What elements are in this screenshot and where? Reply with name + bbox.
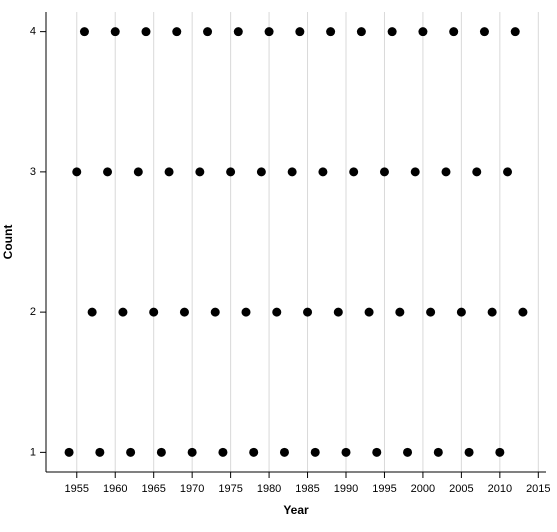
point (410, 167, 420, 177)
x-tick-label: 2000 (411, 483, 435, 495)
point (472, 167, 482, 177)
y-tick-label: 4 (30, 26, 36, 38)
point (126, 447, 136, 457)
y-tick-label: 1 (30, 446, 36, 458)
x-tick-label: 1975 (218, 483, 242, 495)
point (72, 167, 82, 177)
x-tick-label: 1985 (295, 483, 319, 495)
point (364, 307, 374, 317)
point (218, 447, 228, 457)
point (256, 167, 266, 177)
point (287, 167, 297, 177)
y-axis-title: Count (1, 225, 15, 260)
x-tick-label: 2015 (526, 483, 550, 495)
point (379, 167, 389, 177)
point (449, 27, 459, 37)
point (195, 167, 205, 177)
x-tick-label: 1995 (372, 483, 396, 495)
x-tick-label: 1990 (334, 483, 358, 495)
point (333, 307, 343, 317)
point (226, 167, 236, 177)
point (141, 27, 151, 37)
point (249, 447, 259, 457)
point (479, 27, 489, 37)
y-tick-label: 2 (30, 306, 36, 318)
point (264, 27, 274, 37)
point (310, 447, 320, 457)
point (495, 447, 505, 457)
point (172, 27, 182, 37)
point (387, 27, 397, 37)
point (456, 307, 466, 317)
x-axis-title: Year (283, 503, 309, 517)
x-tick-label: 1960 (103, 483, 127, 495)
point (372, 447, 382, 457)
x-tick-label: 1970 (180, 483, 204, 495)
point (241, 307, 251, 317)
point (233, 27, 243, 37)
point (156, 447, 166, 457)
point (464, 447, 474, 457)
x-tick-label: 1955 (65, 483, 89, 495)
point (110, 27, 120, 37)
point (64, 447, 74, 457)
point (518, 307, 528, 317)
point (203, 27, 213, 37)
point (103, 167, 113, 177)
point (510, 27, 520, 37)
point (326, 27, 336, 37)
y-tick-label: 3 (30, 166, 36, 178)
point (426, 307, 436, 317)
point (187, 447, 197, 457)
point (149, 307, 159, 317)
point (441, 167, 451, 177)
point (133, 167, 143, 177)
point (341, 447, 351, 457)
x-tick-label: 1980 (257, 483, 281, 495)
point (503, 167, 513, 177)
point (356, 27, 366, 37)
point (118, 307, 128, 317)
point (418, 27, 428, 37)
point (395, 307, 405, 317)
point (295, 27, 305, 37)
x-tick-label: 2010 (488, 483, 512, 495)
point (318, 167, 328, 177)
point (95, 447, 105, 457)
point (87, 307, 97, 317)
x-tick-label: 1965 (141, 483, 165, 495)
point (164, 167, 174, 177)
point (179, 307, 189, 317)
point (272, 307, 282, 317)
x-tick-label: 2005 (449, 483, 473, 495)
point (349, 167, 359, 177)
point (279, 447, 289, 457)
point (79, 27, 89, 37)
point (403, 447, 413, 457)
point (433, 447, 443, 457)
point (210, 307, 220, 317)
point (487, 307, 497, 317)
point (303, 307, 313, 317)
